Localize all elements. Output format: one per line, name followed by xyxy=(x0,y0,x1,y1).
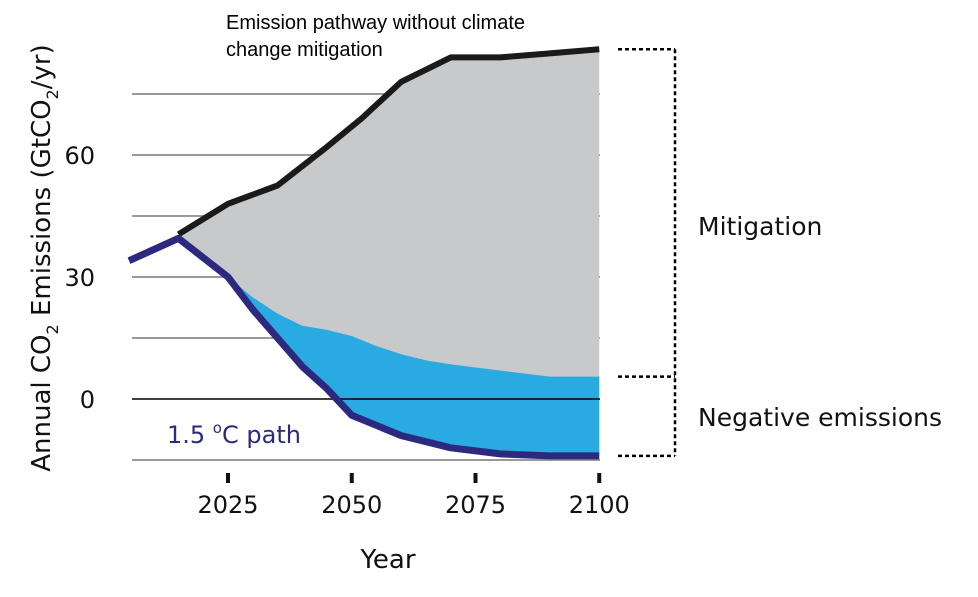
x-axis-label: Year xyxy=(359,545,415,575)
mitigation-label: Mitigation xyxy=(698,212,822,241)
negative-emissions-label: Negative emissions xyxy=(698,403,942,432)
brackets xyxy=(618,48,677,458)
baseline-annotation-line2: change mitigation xyxy=(226,39,383,61)
x-tick-label: 2025 xyxy=(197,491,258,519)
x-tick-label: 2100 xyxy=(569,491,630,519)
y-axis-label-sub: 2 xyxy=(43,324,62,334)
mitigation-area xyxy=(178,49,600,456)
areas xyxy=(178,49,600,456)
x-tick-label: 2075 xyxy=(445,491,506,519)
y-tick-label: 0 xyxy=(80,386,95,414)
y-axis-label: Annual CO2 Emissions (GtCO2/yr) xyxy=(27,44,62,471)
x-tick-label: 2050 xyxy=(321,491,382,519)
baseline-emission-line xyxy=(176,46,600,237)
x-ticks: 2025 2050 2075 2100 xyxy=(197,473,630,519)
baseline-annotation-line1: Emission pathway without climate xyxy=(226,12,525,34)
y-axis-label-mid: Emissions (GtCO xyxy=(27,99,57,324)
y-tick-label: 60 xyxy=(64,142,95,170)
path-label: 1.5 oC path xyxy=(167,419,301,449)
y-tick-labels: 0 30 60 xyxy=(64,142,95,414)
lines xyxy=(127,46,600,460)
path-label-unit: C path xyxy=(222,421,301,449)
y-tick-label: 30 xyxy=(64,264,95,292)
negative-emissions-area xyxy=(228,277,600,456)
y-axis-label-post: /yr) xyxy=(27,44,57,89)
1-5c-path-line xyxy=(127,234,600,460)
path-label-num: 1.5 xyxy=(167,421,213,449)
y-axis-label-pre: Annual CO xyxy=(27,334,57,471)
path-label-degree: o xyxy=(213,419,222,437)
y-axis-label-sub2: 2 xyxy=(43,89,62,99)
